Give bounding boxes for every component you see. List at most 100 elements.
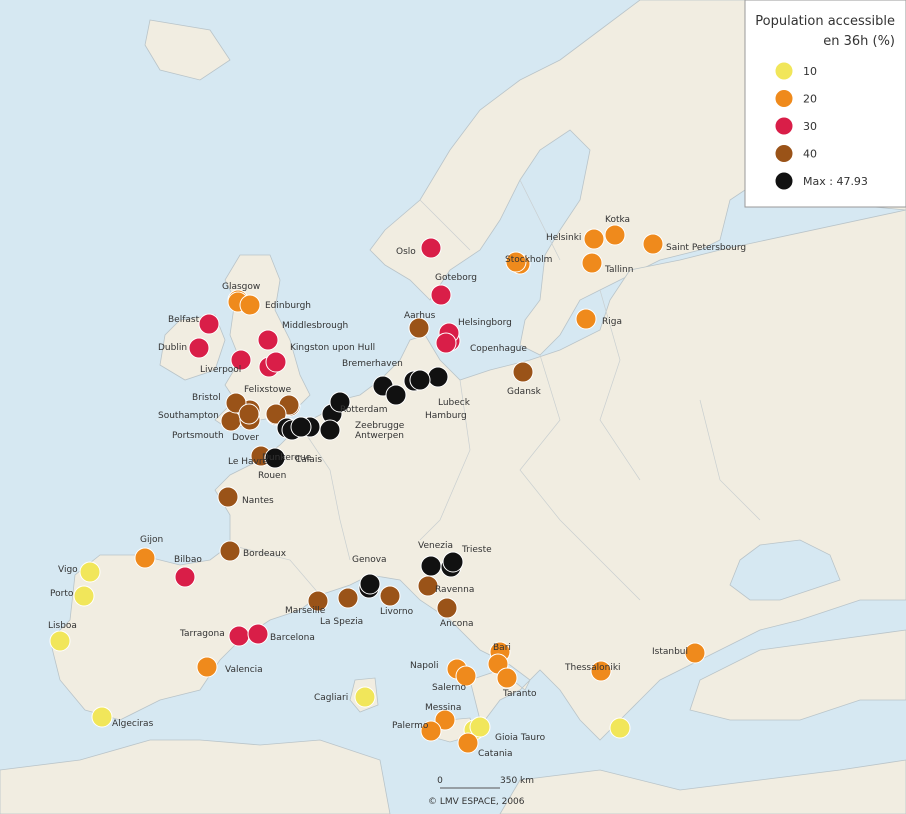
port-dot: [307, 590, 329, 612]
port-label: Lisboa: [48, 621, 77, 631]
port-label: Aarhus: [404, 311, 436, 321]
port-dot: [49, 630, 71, 652]
port-label: Algeciras: [112, 719, 154, 729]
port-label: Felixstowe: [244, 385, 292, 395]
port-dot: [196, 656, 218, 678]
port-dot: [220, 410, 242, 432]
port-label: Gijon: [140, 535, 163, 545]
port-label: Oslo: [396, 247, 416, 257]
port-dot: [238, 403, 260, 425]
port-dot: [436, 597, 458, 619]
port-label: La Spezia: [320, 617, 363, 627]
ports: Vigo Porto Lisboa Algeciras Cagliari Gioia Ta…: [48, 215, 746, 759]
port-dot: [354, 686, 376, 708]
port-dot: [385, 384, 407, 406]
port-label: Palermo: [392, 721, 429, 731]
port-label: Messina: [425, 703, 461, 713]
port-dot: [496, 667, 518, 689]
port-label: Stockholm: [505, 255, 552, 265]
port-label: Catania: [478, 749, 513, 759]
port-dot: [609, 717, 631, 739]
port-label: Genova: [352, 555, 387, 565]
port-label: Vigo: [58, 565, 78, 575]
port-dot: [435, 332, 457, 354]
port-label: Saint Petersbourg: [666, 243, 746, 253]
port-label: Calais: [295, 455, 322, 465]
port-label: Rotterdam: [340, 405, 388, 415]
port-label: Bristol: [192, 393, 221, 403]
port-dot: [239, 294, 261, 316]
port-label: Belfast: [168, 315, 200, 325]
port-dot: [434, 709, 456, 731]
port-label: Gdansk: [507, 387, 542, 397]
port-label: Copenhague: [470, 344, 527, 354]
port-label: Dublin: [158, 343, 187, 353]
port-label: Barcelona: [270, 633, 315, 643]
port-dot: [247, 623, 269, 645]
legend-title: en 36h (%): [823, 34, 895, 49]
port-label: Hamburg: [425, 411, 467, 421]
port-label: Edinburgh: [265, 301, 311, 311]
port-label: Salerno: [432, 683, 467, 693]
scale-zero: 0: [437, 776, 443, 786]
port-label: Helsingborg: [458, 318, 512, 328]
port-dot: [420, 555, 442, 577]
port-dot: [684, 642, 706, 664]
port-dot: [198, 313, 220, 335]
port-label: Tallinn: [604, 265, 633, 275]
legend: Population accessible en 36h (%) 10 20 30 40 M…: [755, 14, 895, 191]
port-label: Cagliari: [314, 693, 348, 703]
port-label: Southampton: [158, 411, 219, 421]
port-dot: [219, 540, 241, 562]
port-label: Nantes: [242, 496, 274, 506]
port-dot: [359, 573, 381, 595]
port-dot: [230, 349, 252, 371]
port-label: Porto: [50, 589, 74, 599]
port-dot: [257, 329, 279, 351]
port-dot: [319, 419, 341, 441]
port-dot: [430, 284, 452, 306]
port-label: Glasgow: [222, 282, 260, 292]
port-dot: [408, 317, 430, 339]
port-label: Marseille: [285, 606, 326, 616]
scale-distance: 350 km: [500, 776, 534, 786]
port-dot: [379, 585, 401, 607]
port-label: Livorno: [380, 607, 414, 617]
port-dot: [409, 369, 431, 391]
port-dot: [583, 228, 605, 250]
port-label: Le Havre: [228, 457, 268, 467]
port-dot: [188, 337, 210, 359]
port-label: Zeebrugge: [355, 421, 405, 431]
port-dot: [590, 660, 612, 682]
port-dot: [469, 716, 491, 738]
port-dot: [79, 561, 101, 583]
port-label: Bremerhaven: [342, 359, 403, 369]
port-label: Kingston upon Hull: [290, 343, 375, 353]
port-dot: [427, 366, 449, 388]
port-dot: [505, 251, 527, 273]
port-label: Riga: [602, 317, 622, 327]
port-label: Bilbao: [174, 555, 202, 565]
port-label: Middlesbrough: [282, 321, 348, 331]
legend-label: Max : 47.93: [803, 175, 868, 188]
port-dot: [420, 720, 442, 742]
port-dot: [329, 391, 351, 413]
port-label: Gioia Tauro: [495, 733, 546, 743]
port-dot: [575, 308, 597, 330]
port-dot: [337, 587, 359, 609]
port-label: Bari: [493, 643, 511, 653]
port-label: Lubeck: [438, 398, 471, 408]
port-label: Goteborg: [435, 273, 477, 283]
port-label: Helsinki: [546, 233, 581, 243]
legend-title: Population accessible: [755, 14, 895, 29]
legend-dot: [774, 171, 794, 191]
port-label: Venezia: [418, 541, 453, 551]
legend-dot: [774, 89, 794, 108]
port-label: Liverpool: [200, 365, 241, 375]
port-label: Bordeaux: [243, 549, 287, 559]
port-dot: [455, 665, 477, 687]
port-dot: [420, 237, 442, 259]
port-label: Dover: [232, 433, 259, 443]
port-label: Valencia: [225, 665, 263, 675]
legend-dot: [774, 61, 794, 81]
